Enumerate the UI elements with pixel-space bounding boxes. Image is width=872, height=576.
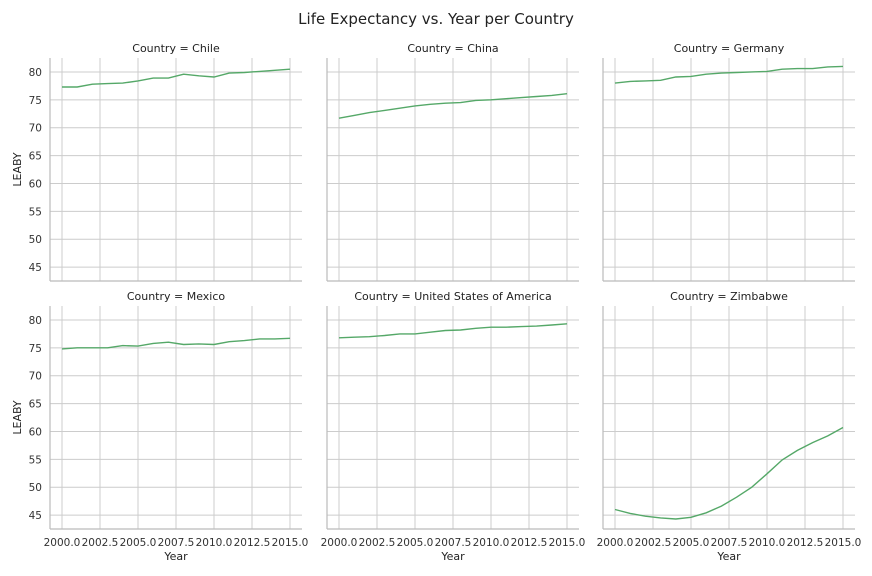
y-tick-label: 45: [29, 262, 42, 274]
x-tick-label: 2002.5: [82, 537, 119, 549]
y-tick-label: 60: [29, 426, 42, 438]
y-tick-label: 80: [29, 315, 42, 327]
series-line: [61, 337, 291, 350]
x-axis-label: Year: [163, 550, 188, 563]
chart-title: Life Expectancy vs. Year per Country: [298, 10, 574, 28]
facet-panel: Country = United States of America 2000.0…: [321, 290, 586, 563]
x-tick-label: 2010.0: [473, 537, 510, 549]
x-tick-label: 2000.0: [597, 537, 634, 549]
y-tick-label: 55: [29, 454, 42, 466]
y-tick-label: 55: [29, 206, 42, 218]
y-tick-label: 70: [29, 123, 42, 135]
facet-title: Country = Chile: [132, 42, 220, 55]
x-tick-label: 2005.0: [120, 537, 157, 549]
y-tick-label: 50: [29, 234, 42, 246]
x-tick-label: 2007.5: [711, 537, 748, 549]
x-axis-label: Year: [716, 550, 741, 563]
y-tick-label: 65: [29, 399, 42, 411]
x-tick-label: 2005.0: [673, 537, 710, 549]
facet-title: Country = Germany: [674, 42, 785, 55]
y-tick-label: 80: [29, 67, 42, 79]
facet-panel: Country = Germany: [602, 42, 855, 282]
facet-panel: Country = China: [326, 42, 579, 282]
facet-title: Country = United States of America: [354, 290, 551, 303]
x-tick-label: 2007.5: [158, 537, 195, 549]
x-tick-label: 2005.0: [397, 537, 434, 549]
y-tick-label: 45: [29, 510, 42, 522]
y-tick-label: 70: [29, 371, 42, 383]
x-tick-label: 2012.5: [234, 537, 271, 549]
x-tick-label: 2015.0: [825, 537, 862, 549]
facet-panel: Country = Zimbabwe 2000.0 2002.5 2005.0 2007…: [597, 290, 862, 563]
x-tick-label: 2012.5: [511, 537, 548, 549]
y-tick-label: 60: [29, 178, 42, 190]
facet-title: Country = China: [407, 42, 498, 55]
x-tick-label: 2010.0: [749, 537, 786, 549]
series-line: [338, 323, 568, 339]
facet-title: Country = Mexico: [127, 290, 226, 303]
y-tick-label: 50: [29, 482, 42, 494]
facet-panel: Country = Chile 45 50 55 60 65 70 75 80 LEABY: [11, 42, 302, 282]
facet-title: Country = Zimbabwe: [670, 290, 788, 303]
y-tick-label: 75: [29, 343, 42, 355]
y-axis-label: LEABY: [11, 152, 24, 187]
series-line: [62, 68, 291, 88]
facet-panel: Country = Mexico 45 50 55 60 65 70 75 80 LEABY 200…: [11, 290, 308, 563]
x-tick-label: 2002.5: [635, 537, 672, 549]
y-tick-label: 75: [29, 95, 42, 107]
series-line: [614, 65, 844, 84]
y-axis-label: LEABY: [11, 400, 24, 435]
x-tick-label: 2007.5: [435, 537, 472, 549]
facet-panels: Country = Chile4550556065707580LEABYCoun…: [11, 42, 861, 563]
y-tick-label: 65: [29, 151, 42, 163]
x-tick-label: 2000.0: [321, 537, 358, 549]
x-tick-label: 2015.0: [549, 537, 586, 549]
x-tick-label: 2000.0: [44, 537, 81, 549]
x-tick-label: 2015.0: [272, 537, 309, 549]
x-tick-label: 2012.5: [787, 537, 824, 549]
series-line: [338, 93, 568, 119]
x-tick-label: 2010.0: [196, 537, 233, 549]
x-tick-label: 2002.5: [359, 537, 396, 549]
series-line: [614, 426, 844, 520]
x-axis-label: Year: [440, 550, 465, 563]
